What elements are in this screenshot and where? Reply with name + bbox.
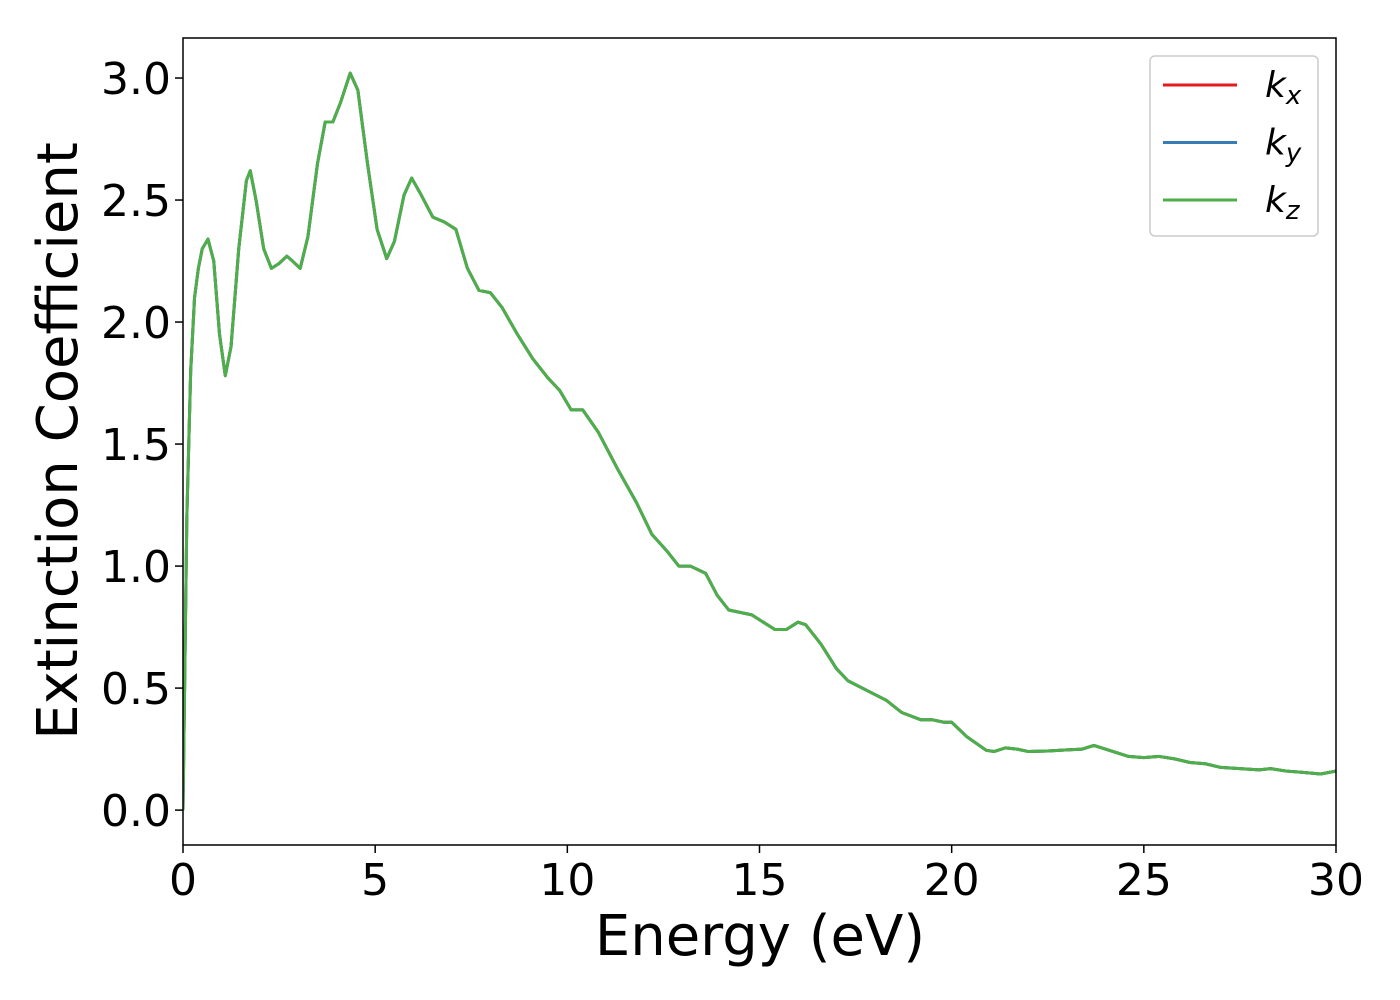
y-tick-label: 1.0 xyxy=(101,542,171,593)
y-tick-label: 2.5 xyxy=(101,176,171,227)
plot xyxy=(183,71,1336,811)
legend-label: kx xyxy=(1265,65,1302,111)
y-tick-label: 1.5 xyxy=(101,420,171,471)
y-axis-label: Extinction Coefficient xyxy=(26,142,91,740)
x-tick-label: 0 xyxy=(169,855,197,906)
y-tick-label: 0.5 xyxy=(101,664,171,715)
legend-label: ky xyxy=(1265,123,1302,169)
x-tick-label: 5 xyxy=(361,855,389,906)
x-tick-label: 20 xyxy=(924,855,980,906)
y-tick-label: 3.0 xyxy=(101,54,171,105)
line-series xyxy=(183,71,1336,811)
x-axis-label: Energy (eV) xyxy=(595,904,925,969)
x-tick-label: 15 xyxy=(732,855,788,906)
legend-label: kz xyxy=(1265,180,1301,226)
legend-box xyxy=(1149,55,1319,237)
x-tick-label: 30 xyxy=(1308,855,1364,906)
y-tick-label: 0.0 xyxy=(101,786,171,837)
y-tick-label: 2.0 xyxy=(101,298,171,349)
plot-frame xyxy=(182,37,1337,846)
x-tick-label: 25 xyxy=(1116,855,1172,906)
x-tick-label: 10 xyxy=(539,855,595,906)
